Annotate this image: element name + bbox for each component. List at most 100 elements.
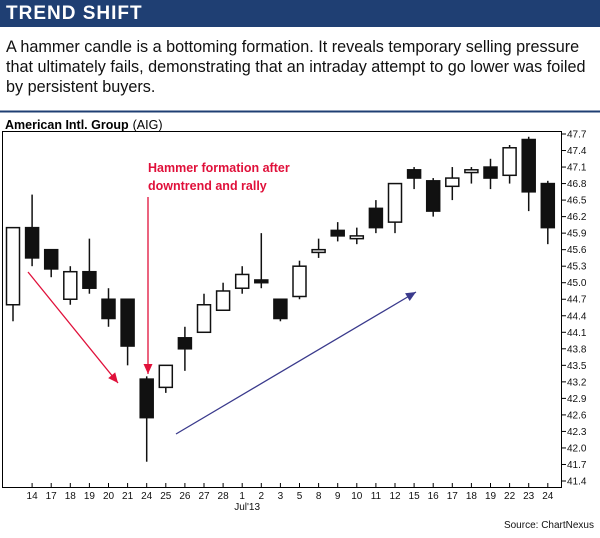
candle-body (273, 298, 288, 320)
x-tick-label: 24 (542, 491, 554, 502)
hammer-pointer-arrow-head (143, 364, 153, 374)
y-tick-label: 44.7 (567, 295, 587, 306)
candle-body (483, 166, 498, 179)
candle-body (120, 298, 135, 347)
y-tick-label: 47.1 (567, 163, 587, 174)
source-text: Source: ChartNexus (503, 520, 594, 531)
x-tick-label: 19 (485, 491, 497, 502)
annotation-line-2: downtrend and rally (148, 179, 267, 193)
y-tick-label: 42.9 (567, 394, 587, 405)
candle-body (445, 177, 460, 188)
x-tick-label: 19 (84, 491, 96, 502)
y-tick-label: 46.2 (567, 212, 587, 223)
caption-company: American Intl. Group (5, 118, 129, 132)
header-title: TREND SHIFT (6, 3, 143, 24)
x-tick-label: 23 (523, 491, 535, 502)
annotation-layer: Hammer formation after downtrend and ral… (27, 161, 417, 435)
intro-text: A hammer candle is a bottoming formation… (6, 38, 586, 96)
candle-body (139, 378, 154, 419)
candle-body (540, 182, 556, 229)
x-tick-label: 1 (239, 491, 245, 502)
candle-body (464, 169, 479, 174)
month-label: Jul'13 (234, 502, 260, 513)
candle-body (158, 364, 174, 389)
x-tick-label: 18 (65, 491, 77, 502)
x-tick-label: 2 (259, 491, 265, 502)
candle-body (234, 273, 250, 289)
y-tick-label: 45.0 (567, 278, 587, 289)
x-tick-label: 25 (160, 491, 172, 502)
x-tick-label: 8 (316, 491, 322, 502)
candle-body (5, 226, 21, 306)
candles-group (5, 136, 556, 462)
candle-body (521, 138, 536, 193)
candle-body (330, 229, 345, 237)
candle-body (82, 270, 97, 289)
y-tick-label: 44.4 (567, 311, 587, 322)
candle-body (177, 337, 193, 350)
candle-body (387, 182, 403, 223)
candle-body (502, 147, 517, 177)
x-tick-label: 12 (389, 491, 401, 502)
y-tick-label: 42.3 (567, 427, 587, 438)
candle-body (368, 207, 384, 229)
y-axis: 47.7 47.4 47.1 46.8 46.5 46.2 45.9 45.6 45.3 45.0… (562, 130, 587, 488)
y-tick-label: 43.2 (567, 377, 587, 388)
y-tick-label: 43.8 (567, 344, 587, 355)
y-tick-label: 47.4 (567, 146, 587, 157)
x-tick-label: 21 (122, 491, 134, 502)
x-tick-label: 11 (371, 491, 382, 502)
x-tick-label: 27 (198, 491, 210, 502)
caption-ticker: (AIG) (133, 118, 163, 132)
x-tick-label: 20 (103, 491, 115, 502)
x-tick-label: 9 (335, 491, 341, 502)
x-tick-label: 15 (409, 491, 421, 502)
candle-body (196, 303, 212, 334)
candle-body (24, 226, 40, 259)
x-tick-label: 17 (46, 491, 58, 502)
candle-body (292, 265, 307, 298)
candle-body (425, 180, 441, 212)
x-tick-label: 5 (297, 491, 303, 502)
y-tick-label: 44.1 (567, 328, 587, 339)
y-tick-label: 45.9 (567, 229, 587, 240)
downtrend-arrow (27, 271, 119, 384)
uptrend-arrow-head (405, 292, 416, 301)
y-tick-label: 47.7 (567, 130, 587, 141)
x-axis: 14 17 18 19 20 21 24 25 26 27 28 1 2 3 5 8 9 10 11 12 15 16 17… (27, 483, 554, 513)
y-tick-label: 43.5 (567, 361, 587, 372)
y-tick-label: 41.7 (567, 460, 587, 471)
y-tick-label: 46.8 (567, 179, 587, 190)
candle-body (43, 248, 59, 270)
chart-caption: American Intl. Group (AIG) (5, 118, 163, 132)
candle-body (406, 169, 422, 179)
y-tick-label: 46.5 (567, 196, 587, 207)
y-tick-label: 41.4 (567, 477, 587, 488)
header-bar: TREND SHIFT (0, 0, 600, 27)
y-tick-label: 45.3 (567, 262, 587, 273)
x-tick-label: 17 (447, 491, 459, 502)
candle-body (349, 235, 365, 240)
y-tick-label: 45.6 (567, 245, 587, 256)
x-tick-label: 14 (27, 491, 39, 502)
plot-frame (2, 131, 562, 488)
x-tick-label: 3 (278, 491, 284, 502)
candle-body (101, 298, 116, 320)
candle-body (215, 290, 231, 312)
x-tick-label: 18 (466, 491, 478, 502)
x-tick-label: 26 (179, 491, 191, 502)
x-tick-label: 24 (141, 491, 153, 502)
x-tick-label: 28 (218, 491, 230, 502)
uptrend-arrow (175, 291, 417, 435)
y-tick-label: 42.0 (567, 443, 587, 454)
x-tick-label: 22 (504, 491, 516, 502)
candle-body (311, 248, 326, 254)
x-tick-label: 10 (351, 491, 363, 502)
x-tick-label: 16 (428, 491, 440, 502)
candle-body (254, 279, 269, 284)
y-tick-label: 42.6 (567, 410, 587, 421)
downtrend-arrow-head (108, 372, 118, 383)
annotation-line-1: Hammer formation after (148, 161, 290, 175)
candle-body (63, 270, 78, 300)
